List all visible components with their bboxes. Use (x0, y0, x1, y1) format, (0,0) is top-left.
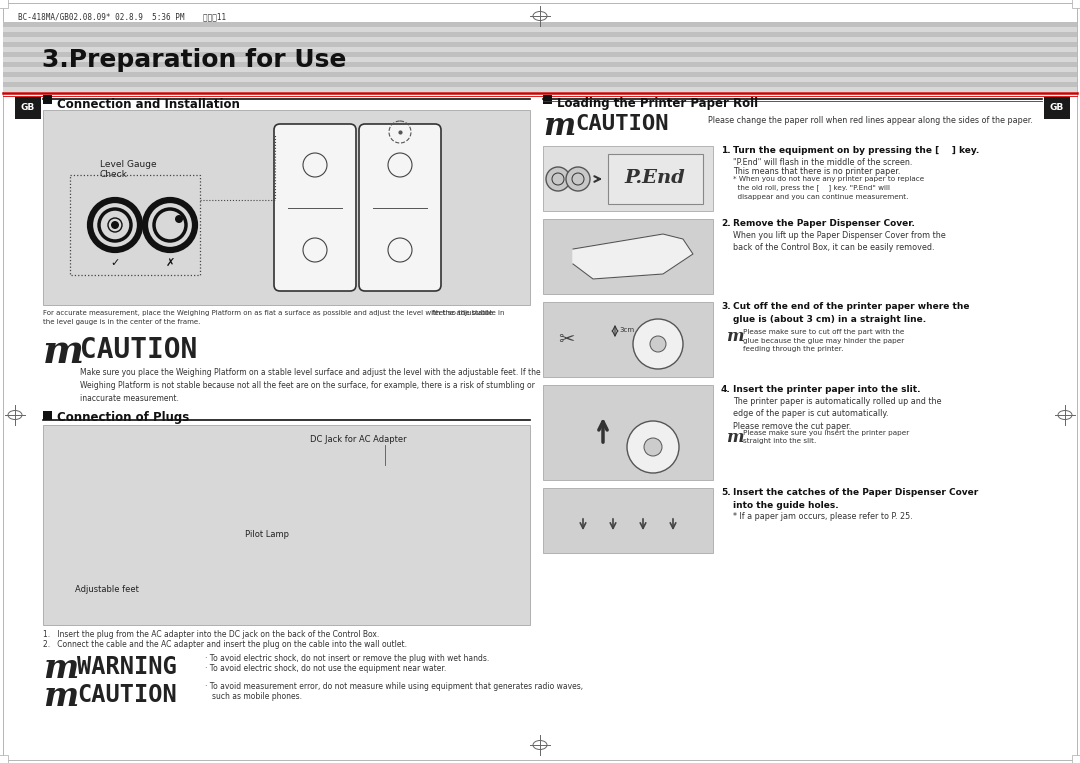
Bar (543, 95, 552, 104)
FancyBboxPatch shape (359, 124, 441, 291)
Bar (3, 22, 1077, 27)
Bar (608, 154, 703, 204)
Circle shape (633, 319, 683, 369)
Text: Check: Check (100, 170, 127, 179)
Bar (1044, 97, 1070, 119)
Circle shape (650, 336, 666, 352)
Bar (3, 62, 1077, 67)
Text: CAUTION: CAUTION (80, 336, 198, 364)
Bar (543, 302, 713, 377)
Text: GB: GB (1050, 104, 1064, 112)
Text: P.End: P.End (624, 169, 686, 187)
Text: m: m (726, 328, 744, 345)
Bar (1072, 755, 1080, 763)
Circle shape (644, 438, 662, 456)
Text: Level Gauge: Level Gauge (100, 160, 157, 169)
Text: Please make sure you insert the printer paper
straight into the slit.: Please make sure you insert the printer … (743, 430, 909, 445)
Bar (543, 219, 713, 294)
Text: Connection and Installation: Connection and Installation (57, 98, 240, 111)
Bar (3, 57, 1077, 62)
Text: * When you do not have any printer paper to replace
  the old roll, press the [ : * When you do not have any printer paper… (733, 176, 924, 200)
Text: DC Jack for AC Adapter: DC Jack for AC Adapter (310, 435, 407, 444)
Circle shape (546, 167, 570, 191)
Circle shape (566, 167, 590, 191)
Circle shape (627, 421, 679, 473)
Text: Cut off the end of the printer paper where the
glue is (about 3 cm) in a straigh: Cut off the end of the printer paper whe… (733, 302, 970, 324)
Text: CAUTION: CAUTION (575, 114, 669, 134)
Bar (43, 95, 52, 104)
Text: · To avoid electric shock, do not insert or remove the plug with wet hands.: · To avoid electric shock, do not insert… (205, 654, 489, 663)
Text: Insert the catches of the Paper Dispenser Cover
into the guide holes.: Insert the catches of the Paper Dispense… (733, 488, 978, 510)
Text: Insert the printer paper into the slit.: Insert the printer paper into the slit. (733, 385, 920, 394)
Bar (3, 82, 1077, 87)
Bar (3, 32, 1077, 37)
Text: Make sure you place the Weighing Platform on a stable level surface and adjust t: Make sure you place the Weighing Platfor… (80, 368, 541, 404)
Text: · To avoid electric shock, do not use the equipment near water.: · To avoid electric shock, do not use th… (205, 664, 446, 673)
Bar (3, 52, 1077, 57)
Text: * If a paper jam occurs, please refer to P. 25.: * If a paper jam occurs, please refer to… (733, 512, 913, 521)
Text: 5.: 5. (721, 488, 731, 497)
Circle shape (175, 215, 183, 223)
Polygon shape (573, 234, 693, 279)
Text: Connection of Plugs: Connection of Plugs (57, 411, 189, 424)
Bar (0, 0, 8, 8)
Bar (3, 77, 1077, 82)
Text: m: m (543, 111, 576, 142)
Text: Remove the Paper Dispenser Cover.: Remove the Paper Dispenser Cover. (733, 219, 915, 228)
Text: the level gauge is in the center of the frame.: the level gauge is in the center of the … (43, 319, 201, 325)
Text: ✂: ✂ (558, 330, 575, 349)
Text: Turn the equipment on by pressing the [    ] key.: Turn the equipment on by pressing the [ … (733, 146, 980, 155)
Circle shape (111, 221, 119, 229)
Bar (543, 385, 713, 480)
Bar (3, 87, 1077, 92)
Text: For accurate measurement, place the Weighing Platform on as flat a surface as po: For accurate measurement, place the Weig… (43, 310, 492, 316)
Bar (3, 47, 1077, 52)
Text: CAUTION: CAUTION (77, 683, 177, 707)
Text: m: m (43, 652, 79, 685)
Bar (3, 42, 1077, 47)
Text: feet so the bubble in: feet so the bubble in (432, 310, 505, 316)
Text: ✓: ✓ (110, 258, 120, 268)
Text: such as mobile phones.: such as mobile phones. (212, 692, 302, 701)
Text: 4.: 4. (721, 385, 731, 394)
Bar (1072, 0, 1080, 8)
Text: BC-418MA/GB02.08.09* 02.8.9  5:36 PM    ページ11: BC-418MA/GB02.08.09* 02.8.9 5:36 PM ページ1… (18, 12, 226, 21)
Text: Please change the paper roll when red lines appear along the sides of the paper.: Please change the paper roll when red li… (708, 116, 1032, 125)
Text: m: m (43, 680, 79, 713)
FancyBboxPatch shape (274, 124, 356, 291)
Text: 3cm: 3cm (619, 327, 634, 333)
Bar (15, 97, 41, 119)
Text: 1.: 1. (721, 146, 731, 155)
Text: Please make sure to cut off the part with the
glue because the glue may hinder t: Please make sure to cut off the part wit… (743, 329, 904, 352)
Text: 2.: 2. (721, 219, 731, 228)
Bar (543, 488, 713, 553)
Text: This means that there is no printer paper.: This means that there is no printer pape… (733, 167, 901, 176)
Bar (543, 146, 713, 211)
Bar (43, 110, 530, 305)
Text: 1.   Insert the plug from the AC adapter into the DC jack on the back of the Con: 1. Insert the plug from the AC adapter i… (43, 630, 379, 639)
Bar (70, 175, 200, 275)
Text: WARNING: WARNING (77, 655, 177, 679)
Bar (0, 755, 8, 763)
Text: · To avoid measurement error, do not measure while using equipment that generate: · To avoid measurement error, do not mea… (205, 682, 583, 691)
Text: m: m (726, 429, 744, 446)
Text: Pilot Lamp: Pilot Lamp (245, 530, 289, 539)
Text: When you lift up the Paper Dispenser Cover from the
back of the Control Box, it : When you lift up the Paper Dispenser Cov… (733, 231, 946, 253)
Text: 2.   Connect the cable and the AC adapter and insert the plug on the cable into : 2. Connect the cable and the AC adapter … (43, 640, 407, 649)
Text: m: m (43, 333, 84, 371)
Text: "P.End" will flash in the middle of the screen.: "P.End" will flash in the middle of the … (733, 158, 913, 167)
Text: The printer paper is automatically rolled up and the
edge of the paper is cut au: The printer paper is automatically rolle… (733, 397, 942, 431)
Text: GB: GB (21, 104, 36, 112)
Text: Loading the Printer Paper Roll: Loading the Printer Paper Roll (557, 98, 758, 111)
Bar (3, 72, 1077, 77)
Bar (3, 37, 1077, 42)
Text: Adjustable feet: Adjustable feet (75, 585, 139, 594)
Text: 3.Preparation for Use: 3.Preparation for Use (42, 48, 347, 72)
Bar (3, 27, 1077, 32)
Text: ✗: ✗ (165, 258, 175, 268)
Bar (43, 425, 530, 625)
Bar (43, 411, 52, 420)
Text: 3.: 3. (721, 302, 731, 311)
Bar (3, 67, 1077, 72)
